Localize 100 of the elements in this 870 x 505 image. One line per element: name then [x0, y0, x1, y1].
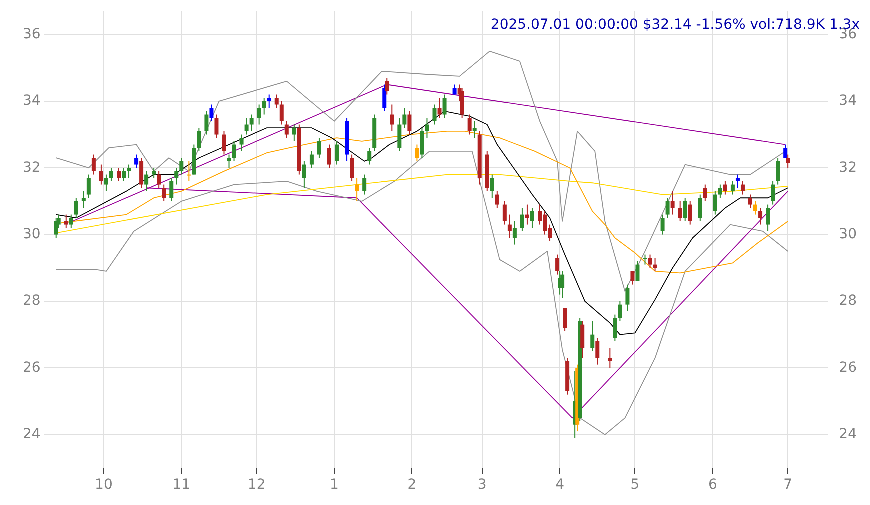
y-tick-label: 24 [22, 426, 41, 442]
candlestick [54, 218, 58, 239]
candlestick [250, 114, 254, 132]
candlestick [134, 154, 139, 169]
candlestick [227, 154, 232, 169]
candlestick [240, 134, 244, 152]
candlestick [74, 198, 78, 219]
candlestick [82, 190, 86, 209]
candlestick [590, 320, 595, 352]
candlestick [152, 168, 156, 179]
x-tick-label: 7 [784, 477, 793, 494]
y-tick-label: 36 [22, 26, 41, 42]
candlestick [420, 128, 424, 159]
x-tick-label: 3 [478, 477, 487, 494]
candlestick [703, 184, 708, 202]
candlestick [280, 100, 284, 126]
candlestick [210, 104, 214, 122]
candlestick [162, 184, 166, 202]
x-tick-label: 10 [95, 477, 113, 494]
candlestick [643, 254, 648, 266]
candlestick [99, 164, 104, 186]
x-tick-label: 4 [556, 477, 565, 494]
candlestick [713, 190, 718, 216]
candlestick [666, 198, 670, 219]
y-tick-label: 28 [22, 293, 41, 310]
x-tick-label: 11 [172, 477, 191, 494]
candlestick [232, 140, 236, 162]
candlestick [490, 174, 494, 199]
candlestick [596, 338, 600, 366]
y2-tick-label: 24 [839, 426, 858, 442]
x-tick-label: 12 [248, 477, 266, 494]
candlestick [197, 128, 202, 152]
candlestick [618, 300, 622, 322]
candlestick [563, 308, 568, 332]
candlestick [244, 118, 249, 136]
candlestick [776, 158, 780, 186]
candlestick [355, 178, 360, 202]
candlestick [222, 130, 226, 156]
x-tick-label: 2 [408, 477, 417, 494]
candlestick [310, 150, 314, 169]
candlestick [636, 260, 640, 282]
candlestick [678, 200, 682, 222]
candlestick [127, 164, 132, 179]
candlestick [748, 194, 752, 209]
candlestick [398, 118, 402, 152]
candlestick [472, 120, 477, 139]
candlestick [718, 184, 722, 199]
candlestick [64, 214, 68, 229]
candlestick [648, 254, 652, 269]
candlestick [274, 94, 279, 109]
candlestick [415, 144, 420, 162]
y2-tick-label: 28 [839, 293, 858, 310]
candlestick [613, 314, 618, 342]
candlestick [362, 174, 367, 196]
y-tick-label: 34 [22, 93, 41, 110]
candlestick [204, 110, 209, 136]
candlestick [402, 108, 407, 129]
y-tick-label: 32 [22, 160, 41, 176]
y-tick-label: 30 [22, 226, 41, 242]
y2-tick-label: 30 [839, 226, 858, 242]
x-tick-label: 1 [330, 477, 339, 494]
candlestick [262, 98, 266, 116]
candlestick [502, 200, 507, 226]
candlestick [350, 154, 354, 182]
candlestick [170, 178, 174, 202]
candlestick [109, 168, 114, 182]
candlestick [257, 104, 262, 126]
candlestick [758, 208, 763, 226]
candlestick [284, 120, 289, 139]
candlestick [740, 180, 745, 196]
candlestick [368, 148, 372, 166]
candlestick [214, 114, 219, 139]
candlestick [736, 174, 740, 189]
candlestick [512, 220, 517, 246]
candlestick [608, 348, 612, 369]
candlestick [442, 94, 447, 119]
candlestick [144, 170, 149, 192]
candlestick [784, 144, 788, 159]
candlestick [688, 200, 692, 226]
candlestick [86, 174, 91, 199]
candlestick [468, 114, 472, 136]
candlestick [495, 190, 500, 209]
candlestick [626, 284, 630, 312]
candlestick [754, 200, 758, 216]
candlestick [723, 180, 728, 196]
candlestick [766, 204, 770, 232]
candlestick [187, 160, 192, 182]
candlestick [556, 254, 560, 276]
candlestick [525, 204, 530, 226]
x-tick-label: 6 [708, 477, 718, 494]
candlestick [630, 270, 635, 286]
y2-tick-label: 26 [839, 360, 858, 376]
candlestick [438, 98, 442, 119]
candlestick [174, 168, 179, 186]
candlestick [327, 144, 332, 169]
candlestick [683, 198, 688, 222]
candlestick [408, 110, 412, 136]
candlestick [425, 118, 430, 139]
candlestick [335, 140, 340, 166]
candlestick [452, 84, 457, 96]
